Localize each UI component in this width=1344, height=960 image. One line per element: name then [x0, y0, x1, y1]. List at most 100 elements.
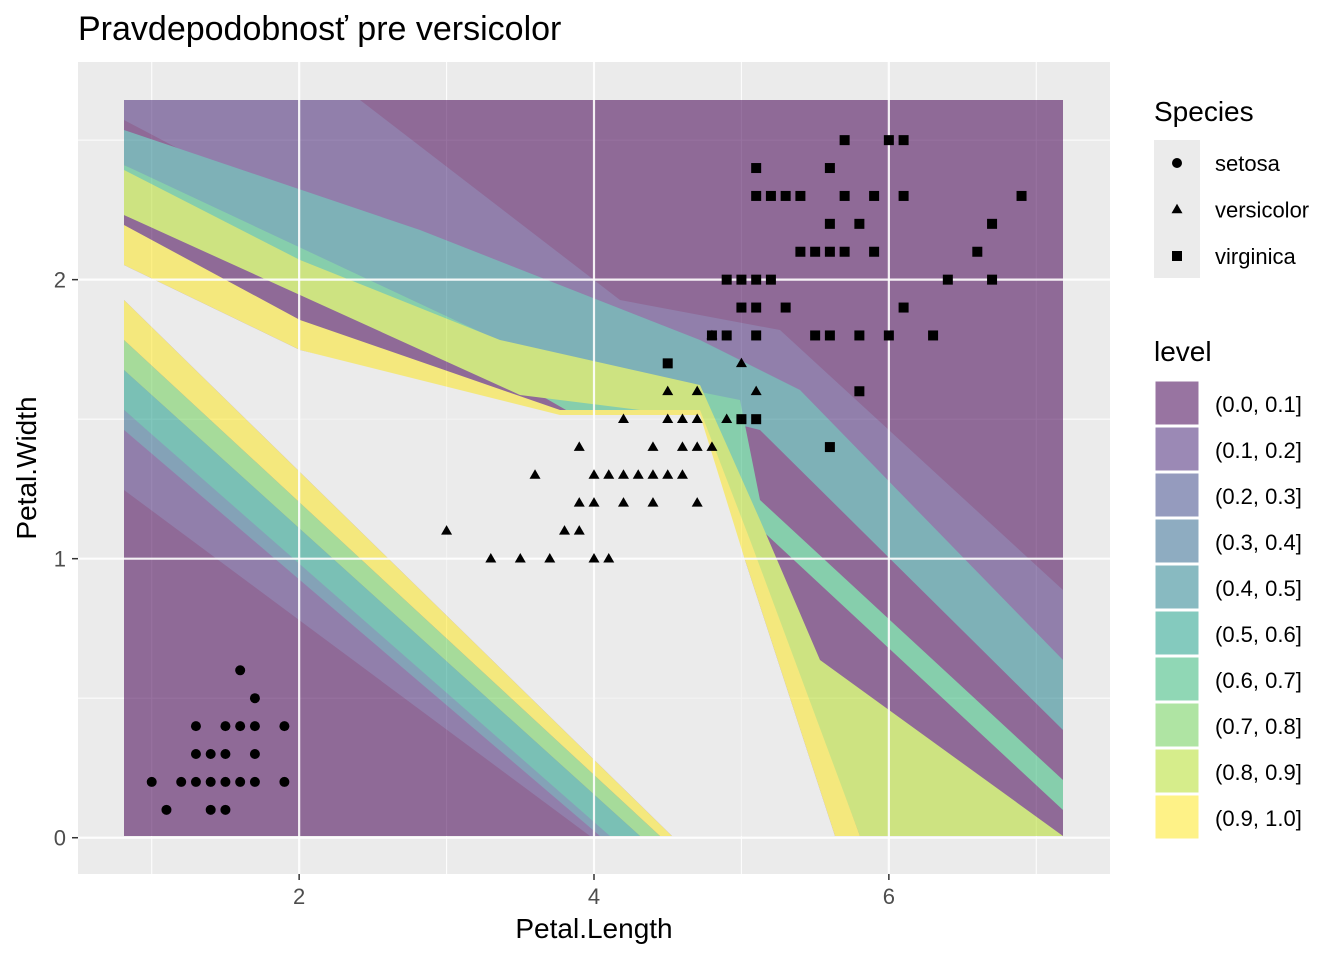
y-tick-label: 1 [54, 547, 66, 572]
point-virginica [854, 386, 865, 397]
point-versicolor [588, 469, 600, 479]
legend-level-swatch [1154, 564, 1200, 610]
x-tick-label: 4 [588, 884, 600, 909]
point-virginica [706, 330, 717, 341]
legend-level-label: (0.5, 0.6] [1215, 622, 1302, 647]
legend-level-title: level [1154, 336, 1212, 367]
legend-level-label: (0.4, 0.5] [1215, 576, 1302, 601]
point-versicolor [735, 357, 747, 368]
legend-label-versicolor: versicolor [1215, 198, 1309, 223]
point-versicolor [662, 413, 674, 423]
point-versicolor [706, 441, 718, 451]
grid-major [78, 62, 1110, 874]
point-virginica [839, 135, 850, 146]
point-virginica [736, 414, 747, 425]
point-setosa [190, 721, 201, 732]
point-virginica [839, 246, 850, 257]
point-versicolor [617, 413, 629, 423]
point-virginica [1016, 190, 1027, 201]
point-versicolor [691, 413, 703, 423]
point-virginica [780, 302, 791, 313]
point-virginica [662, 358, 673, 369]
point-versicolor [485, 552, 497, 563]
point-versicolor [514, 552, 526, 563]
contour-band-upper-4 [124, 225, 860, 836]
point-versicolor [691, 385, 703, 396]
legend-key-versicolor [1171, 203, 1183, 214]
point-versicolor [544, 552, 556, 563]
legend-level-swatch [1154, 656, 1200, 702]
legend-level-label: (0.7, 0.8] [1215, 714, 1302, 739]
point-virginica [751, 414, 762, 425]
point-setosa [205, 776, 216, 787]
point-virginica [824, 218, 835, 229]
point-virginica [736, 302, 747, 313]
legend-key-setosa [1172, 158, 1182, 168]
data-points [146, 135, 1027, 815]
legend-level-swatch [1154, 472, 1200, 518]
point-virginica [751, 302, 762, 313]
point-setosa [220, 721, 231, 732]
point-setosa [279, 721, 290, 732]
x-tick-label: 6 [883, 884, 895, 909]
legend-level-label: (0.2, 0.3] [1215, 484, 1302, 509]
point-virginica [795, 246, 806, 257]
legend-species: Species setosa versicolor virginica [1154, 96, 1309, 278]
point-versicolor [662, 469, 674, 479]
point-versicolor [441, 525, 453, 535]
point-versicolor [721, 413, 733, 423]
point-virginica [898, 135, 909, 146]
point-versicolor [573, 525, 585, 535]
legend-level-label: (0.1, 0.2] [1215, 438, 1302, 463]
legend-level-label: (0.8, 0.9] [1215, 760, 1302, 785]
legend-level-swatch [1154, 380, 1200, 426]
y-axis-ticks: 0 1 2 [54, 268, 78, 851]
point-virginica [839, 190, 850, 201]
legend-level-swatch [1154, 610, 1200, 656]
point-versicolor [647, 441, 659, 451]
point-setosa [176, 776, 187, 787]
point-setosa [220, 749, 231, 760]
point-virginica [883, 135, 894, 146]
point-setosa [235, 665, 246, 676]
point-versicolor [573, 497, 585, 507]
point-virginica [928, 330, 939, 341]
point-virginica [869, 190, 880, 201]
point-versicolor [617, 469, 629, 479]
contour-band-upper-3 [124, 170, 1063, 836]
point-setosa [205, 804, 216, 815]
point-versicolor [691, 441, 703, 451]
point-virginica [854, 218, 865, 229]
point-virginica [972, 246, 983, 257]
x-axis-ticks: 2 4 6 [293, 874, 895, 909]
point-virginica [751, 330, 762, 341]
point-setosa [146, 776, 157, 787]
legend-level-swatch [1154, 518, 1200, 564]
point-virginica [795, 190, 806, 201]
y-tick-label: 0 [54, 826, 66, 851]
point-versicolor [588, 552, 600, 563]
point-setosa [279, 776, 290, 787]
point-virginica [987, 274, 998, 285]
point-setosa [249, 749, 260, 760]
point-versicolor [617, 497, 629, 507]
point-setosa [161, 804, 172, 815]
point-virginica [898, 190, 909, 201]
legend-level-swatch [1154, 794, 1200, 840]
chart-title: Pravdepodobnosť pre versicolor [78, 10, 561, 48]
point-versicolor [603, 469, 615, 479]
point-setosa [235, 721, 246, 732]
point-virginica [721, 330, 732, 341]
legend-label-setosa: setosa [1215, 151, 1281, 176]
point-versicolor [647, 469, 659, 479]
point-virginica [824, 163, 835, 174]
point-virginica [765, 190, 776, 201]
point-virginica [987, 218, 998, 229]
point-virginica [751, 163, 762, 174]
point-virginica [721, 274, 732, 285]
point-virginica [780, 190, 791, 201]
point-setosa [235, 776, 246, 787]
point-versicolor [588, 497, 600, 507]
point-virginica [810, 330, 821, 341]
